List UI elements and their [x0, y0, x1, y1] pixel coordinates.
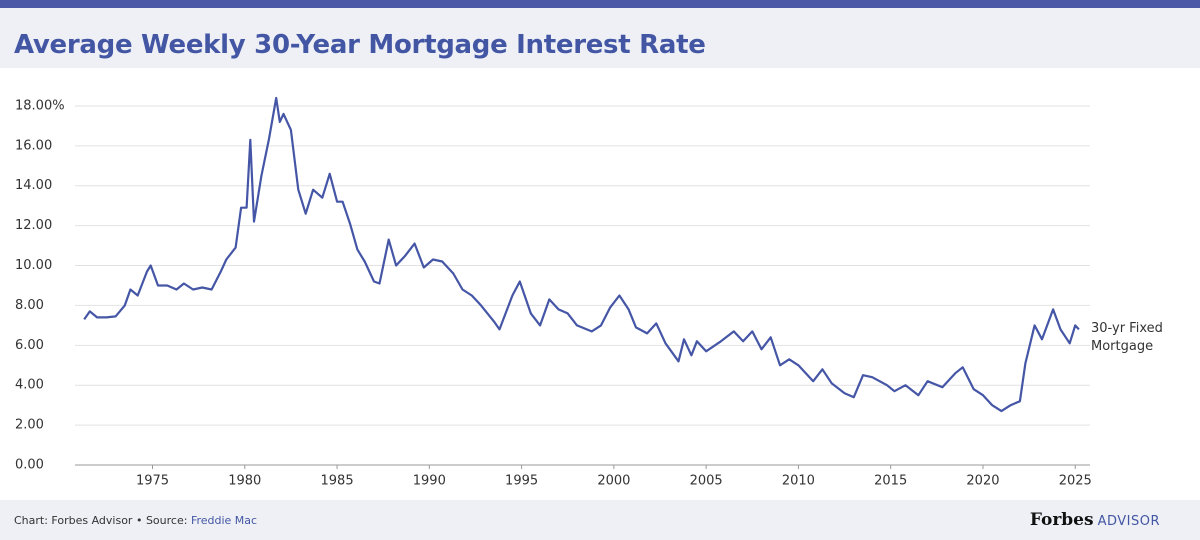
x-tick-label: 2025 — [1059, 474, 1092, 489]
y-tick-label: 2.00 — [15, 418, 44, 433]
x-tick-label: 2015 — [874, 474, 907, 489]
x-tick-label: 2010 — [782, 474, 815, 489]
brand: Forbes — [1029, 510, 1094, 530]
y-tick-label: 14.00 — [15, 178, 52, 193]
x-tick-label: 1985 — [321, 474, 354, 489]
chart-title: Average Weekly 30-Year Mortgage Interest… — [14, 30, 706, 60]
footer: Chart: Forbes Advisor • Source: Freddie … — [0, 500, 1200, 540]
y-tick-label: 18.00% — [15, 98, 65, 113]
y-tick-label: 4.00 — [15, 378, 44, 393]
x-tick-label: 2020 — [966, 474, 999, 489]
y-tick-label: 10.00 — [15, 258, 52, 273]
line-series — [83, 96, 1080, 413]
y-tick-label: 6.00 — [15, 338, 44, 353]
header: Average Weekly 30-Year Mortgage Interest… — [0, 8, 1200, 68]
brand-logo: Forbes ADVISOR — [1030, 510, 1160, 530]
y-tick-label: 0.00 — [15, 458, 44, 473]
x-tick-label: 1990 — [413, 474, 446, 489]
brand-sub: ADVISOR — [1097, 514, 1160, 529]
y-tick-label: 16.00 — [15, 138, 52, 153]
source-note: Chart: Forbes Advisor • Source: Freddie … — [14, 514, 257, 527]
y-tick-label: 8.00 — [15, 298, 44, 313]
x-tick-label: 1975 — [136, 474, 169, 489]
source-prefix: Chart: Forbes Advisor • Source: — [14, 514, 188, 527]
x-tick-label: 2005 — [690, 474, 723, 489]
series-label: 30-yr Fixed Mortgage — [1091, 321, 1163, 354]
x-tick-label: 1980 — [228, 474, 261, 489]
source-link[interactable]: Freddie Mac — [190, 514, 258, 527]
x-tick-label: 1995 — [505, 474, 538, 489]
top-bar — [0, 0, 1200, 8]
x-tick-label: 2000 — [597, 474, 630, 489]
y-tick-label: 12.00 — [15, 218, 52, 233]
